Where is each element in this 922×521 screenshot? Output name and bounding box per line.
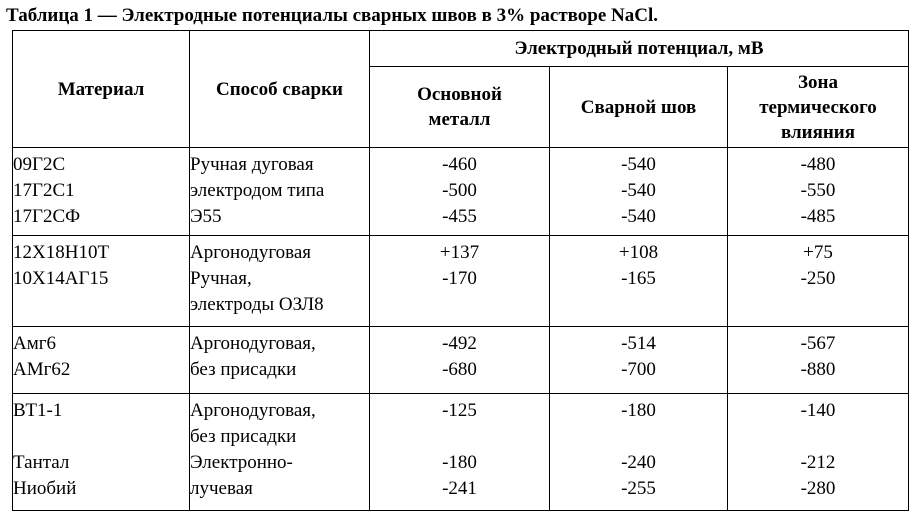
method-cell: Аргонодуговая, без присадки Электронно-луч… xyxy=(189,393,370,511)
weld-cell-line: -514 xyxy=(621,333,656,354)
method-cell-line: Аргонодуговая, xyxy=(190,400,316,421)
base-metal-cell-line: -455 xyxy=(442,206,477,227)
weld-cell-line: -240 xyxy=(621,452,656,473)
base-metal-cell-line: -180 xyxy=(442,452,477,473)
material-cell-line: 12Х18Н10Т xyxy=(13,242,110,263)
base-metal-cell: -492 -680 xyxy=(369,326,550,394)
base-metal-cell-line: -500 xyxy=(442,180,477,201)
method-cell-line: Аргонодуговая xyxy=(190,242,312,263)
weld-cell-line: -540 xyxy=(621,180,656,201)
method-cell-line: лучевая xyxy=(190,478,253,499)
material-cell-line: 17Г2СФ xyxy=(13,206,81,227)
header-haz-line: влияния xyxy=(780,121,856,143)
method-cell-line: Ручная, xyxy=(190,268,252,289)
haz-cell-line xyxy=(728,424,908,450)
header-haz-line: термического xyxy=(759,96,877,118)
base-metal-cell-line: -492 xyxy=(442,333,477,354)
weld-cell-line: -165 xyxy=(621,268,656,289)
header-base-metal-line: металл xyxy=(428,109,491,130)
haz-cell-line: -140 xyxy=(800,400,836,421)
weld-cell: +108 -165 xyxy=(549,235,728,327)
haz-cell-line: -550 xyxy=(800,180,836,201)
base-metal-cell: +137 -170 xyxy=(369,235,550,327)
haz-cell: +75 -250 xyxy=(727,235,909,327)
base-metal-cell-line: -680 xyxy=(442,359,477,380)
method-cell-line: Э55 xyxy=(190,206,222,227)
method-cell: Ручная дуговая электродом типа Э55 xyxy=(189,147,370,236)
haz-cell-line: +75 xyxy=(803,242,833,263)
base-metal-cell-line: -170 xyxy=(442,268,477,289)
method-cell-line: без присадки xyxy=(190,426,297,447)
table-row: Амг6 АМг62 Аргонодуговая, без присадки -492-… xyxy=(12,326,909,394)
method-cell-line: Ручная дуговая xyxy=(190,154,314,175)
method-cell: Аргонодуговая, без присадки xyxy=(189,326,370,394)
table-row: 12Х18Н10Т 10Х14АГ15 Аргонодуговая Ручная, эл… xyxy=(12,235,909,327)
header-base-metal-line: Основной xyxy=(417,84,502,105)
header-base-metal: Основной металл xyxy=(369,66,550,148)
method-cell-line: электродом типа xyxy=(190,180,325,201)
weld-cell: -514 -700 xyxy=(549,326,728,394)
potentials-table: Материал Способ сварки Электродный потен… xyxy=(12,30,909,511)
haz-cell-line: -880 xyxy=(800,359,836,380)
weld-cell-line: -540 xyxy=(621,206,656,227)
material-cell-line: 09Г2С xyxy=(13,154,66,175)
base-metal-cell-line: +137 xyxy=(439,242,480,263)
method-cell: Аргонодуговая Ручная, электроды ОЗЛ8 xyxy=(189,235,370,327)
material-cell-line: АМг62 xyxy=(13,359,71,380)
material-cell-line: ВТ1-1 xyxy=(13,400,63,421)
weld-cell-line: +108 xyxy=(618,242,659,263)
method-cell-line: без присадки xyxy=(190,359,297,380)
haz-cell-line: -280 xyxy=(800,478,836,499)
method-cell-line: электроды ОЗЛ8 xyxy=(190,294,324,315)
material-cell: Амг6 АМг62 xyxy=(12,326,190,394)
header-potential-group: Электродный потенциал, мВ xyxy=(369,30,909,67)
material-cell-line: Тантал xyxy=(13,452,70,473)
base-metal-cell-line: -241 xyxy=(442,478,477,499)
table-body: 09Г2С 17Г2С1 17Г2СФ Ручная дуговая электродо… xyxy=(12,147,909,511)
material-cell-line xyxy=(13,424,189,450)
header-haz: Зона термического влияния xyxy=(727,66,909,148)
haz-cell-line: -485 xyxy=(800,206,836,227)
base-metal-cell: -460 -500 -455 xyxy=(369,147,550,236)
weld-cell-line: -540 xyxy=(621,154,656,175)
weld-cell: -180 -240 -255 xyxy=(549,393,728,511)
base-metal-cell-line: -125 xyxy=(442,400,477,421)
material-cell-line: 17Г2С1 xyxy=(13,180,75,201)
weld-cell-line: -700 xyxy=(621,359,656,380)
weld-cell-line xyxy=(550,424,727,450)
table-row: ВТ1-1 Тантал Ниобий Аргонодуговая, без приса… xyxy=(12,393,909,511)
haz-cell: -480 -550 -485 xyxy=(727,147,909,236)
haz-cell-line: -212 xyxy=(800,452,836,473)
material-cell-line: Ниобий xyxy=(13,478,77,499)
haz-cell: -140 -212 -280 xyxy=(727,393,909,511)
haz-cell-line: -250 xyxy=(800,268,836,289)
material-cell: 09Г2С 17Г2С1 17Г2СФ xyxy=(12,147,190,236)
table-caption: Таблица 1 — Электродные потенциалы сварн… xyxy=(6,5,659,26)
material-cell-line: Амг6 xyxy=(13,333,57,354)
header-method: Способ сварки xyxy=(189,30,370,148)
haz-cell-line: -567 xyxy=(800,333,836,354)
material-cell: ВТ1-1 Тантал Ниобий xyxy=(12,393,190,511)
table-row: 09Г2С 17Г2С1 17Г2СФ Ручная дуговая электродо… xyxy=(12,147,909,236)
weld-cell-line: -180 xyxy=(621,400,656,421)
base-metal-cell: -125 -180 -241 xyxy=(369,393,550,511)
material-cell-line: 10Х14АГ15 xyxy=(13,268,109,289)
haz-cell: -567 -880 xyxy=(727,326,909,394)
header-weld: Сварной шов xyxy=(549,66,728,148)
haz-cell-line: -480 xyxy=(800,154,836,175)
weld-cell: -540 -540 -540 xyxy=(549,147,728,236)
material-cell: 12Х18Н10Т 10Х14АГ15 xyxy=(12,235,190,327)
header-haz-line: Зона xyxy=(798,71,838,93)
weld-cell-line: -255 xyxy=(621,478,656,499)
base-metal-cell-line xyxy=(370,424,549,450)
base-metal-cell-line: -460 xyxy=(442,154,477,175)
header-material: Материал xyxy=(12,30,190,148)
method-cell-line: Электронно- xyxy=(190,452,293,473)
method-cell-line: Аргонодуговая, xyxy=(190,333,316,354)
